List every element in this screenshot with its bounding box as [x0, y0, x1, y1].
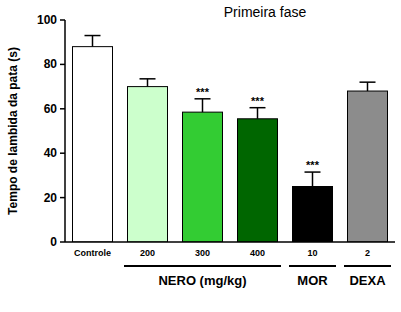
significance-label: ***: [196, 86, 210, 98]
error-line: [92, 36, 94, 47]
error-bar: [360, 82, 376, 91]
error-line: [257, 108, 259, 119]
group-label: DEXA: [349, 273, 386, 288]
y-tick-label: 20: [44, 191, 58, 205]
significance-label: ***: [251, 95, 265, 107]
error-bar: [195, 99, 211, 112]
title: Primeira fase: [224, 4, 307, 20]
error-cap: [195, 98, 211, 100]
bar: [348, 91, 388, 242]
y-tick: [60, 241, 65, 243]
error-bar: [305, 172, 321, 186]
error-cap: [250, 107, 266, 109]
x-tick-label: 400: [250, 248, 265, 258]
y-tick: [60, 152, 65, 154]
y-tick: [60, 108, 65, 110]
y-axis: [64, 20, 66, 242]
group-label: NERO (mg/kg): [158, 273, 246, 288]
error-bar: [85, 36, 101, 47]
bar: [238, 119, 278, 242]
chart: Primeira fase Tempo de lambida da pata (s…: [0, 0, 401, 312]
x-tick-label: Controle: [74, 248, 111, 258]
error-line: [367, 82, 369, 91]
y-tick-label: 80: [44, 57, 58, 71]
y-tick: [60, 64, 65, 66]
y-tick-label: 40: [44, 146, 58, 160]
bar: [183, 112, 223, 242]
error-cap: [305, 171, 321, 173]
error-line: [202, 99, 204, 112]
x-tick-label: 300: [195, 248, 210, 258]
error-line: [312, 172, 314, 186]
group-line: [344, 265, 391, 267]
error-cap: [85, 35, 101, 37]
error-cap: [360, 81, 376, 83]
group-line: [289, 265, 336, 267]
x-tick-label: 200: [140, 248, 155, 258]
group-label: MOR: [297, 273, 328, 288]
y-tick-label: 60: [44, 102, 58, 116]
y-axis-label: Tempo de lambida da pata (s): [6, 47, 20, 215]
x-tick-label: 10: [307, 248, 317, 258]
significance-label: ***: [306, 159, 320, 171]
x-tick-label: 2: [365, 248, 370, 258]
bars: [73, 36, 388, 242]
y-tick: [60, 19, 65, 21]
group-line: [124, 265, 281, 267]
y-tick: [60, 197, 65, 199]
bar: [293, 187, 333, 243]
y-tick-label: 0: [50, 235, 57, 249]
y-tick-label: 100: [37, 13, 57, 27]
error-line: [147, 79, 149, 87]
error-bar: [250, 108, 266, 119]
error-bar: [140, 79, 156, 87]
bar: [73, 47, 113, 242]
error-cap: [140, 78, 156, 80]
bar: [128, 87, 168, 242]
x-axis: [65, 241, 395, 243]
